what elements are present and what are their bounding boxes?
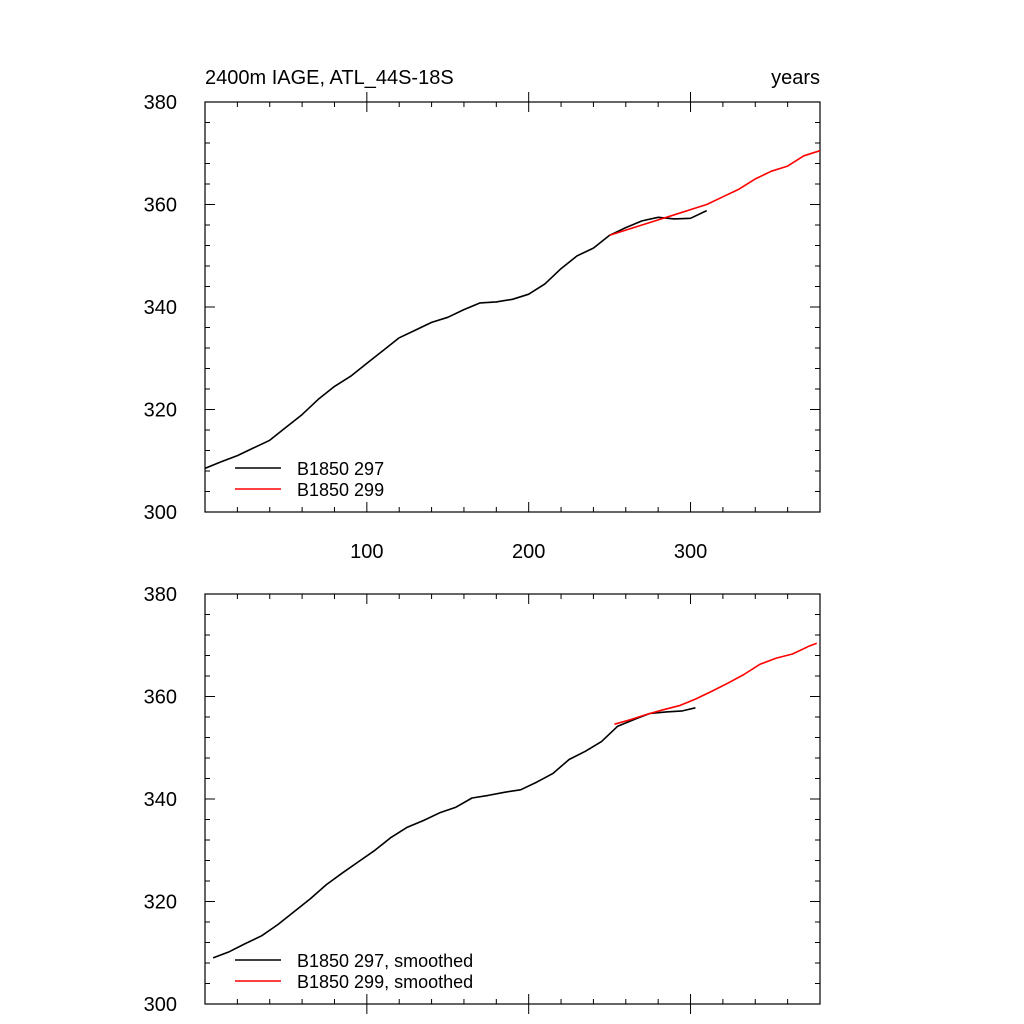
x-tick-label: 200 bbox=[512, 541, 545, 563]
chart-units-label: years bbox=[771, 67, 820, 89]
y-tick-label: 340 bbox=[144, 789, 177, 811]
legend-label: B1850 297 bbox=[297, 459, 384, 479]
legend-label: B1850 299, smoothed bbox=[297, 972, 473, 992]
y-tick-label: 380 bbox=[144, 92, 177, 114]
y-tick-label: 380 bbox=[144, 584, 177, 606]
y-tick-label: 320 bbox=[144, 400, 177, 422]
series-line-b1850-299 bbox=[609, 149, 821, 237]
series-line-b1850-299-smoothed bbox=[614, 642, 818, 725]
legend-label: B1850 299 bbox=[297, 480, 384, 500]
x-tick-label: 100 bbox=[350, 541, 383, 563]
x-tick-label: 300 bbox=[674, 541, 707, 563]
y-tick-label: 340 bbox=[144, 297, 177, 319]
y-tick-label: 300 bbox=[144, 994, 177, 1016]
series-line-b1850-297 bbox=[204, 209, 708, 470]
y-tick-label: 360 bbox=[144, 687, 177, 709]
legend-label: B1850 297, smoothed bbox=[297, 951, 473, 971]
bottom-panel: 300 320 340 360 380 B1850 297, smoothedB1850 … bbox=[144, 584, 821, 1016]
chart-title: 2400m IAGE, ATL_44S-18S bbox=[205, 67, 454, 89]
y-tick-label: 360 bbox=[144, 195, 177, 217]
y-tick-label: 300 bbox=[144, 502, 177, 524]
top-panel: 300 320 340 360 380 100 200 300 2400m IAGE, ATL_… bbox=[144, 67, 821, 563]
series-line-b1850-297-smoothed bbox=[212, 707, 696, 959]
y-tick-label: 320 bbox=[144, 892, 177, 914]
